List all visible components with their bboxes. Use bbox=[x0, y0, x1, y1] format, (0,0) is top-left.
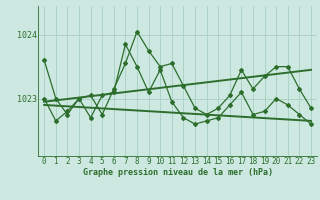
X-axis label: Graphe pression niveau de la mer (hPa): Graphe pression niveau de la mer (hPa) bbox=[83, 168, 273, 177]
